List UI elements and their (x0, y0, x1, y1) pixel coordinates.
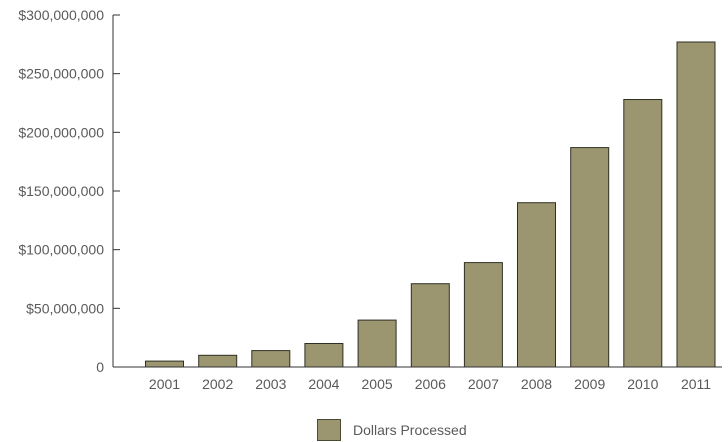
bar-2008 (517, 202, 556, 368)
y-tick-label-4: $200,000,000 (18, 124, 104, 140)
x-tick-label-2005: 2005 (362, 376, 393, 392)
x-tick-label-2006: 2006 (415, 376, 446, 392)
y-tick-label-0: 0 (96, 359, 104, 375)
bar-2001 (145, 360, 184, 368)
bar-2003 (251, 350, 291, 368)
x-tick-label-2001: 2001 (149, 376, 180, 392)
x-tick-label-2008: 2008 (521, 376, 552, 392)
bar-2006 (410, 283, 450, 368)
legend-swatch (317, 419, 341, 441)
bar-2002 (198, 354, 238, 368)
x-tick-label-2011: 2011 (681, 376, 711, 392)
bar-2004 (304, 343, 344, 368)
bar-2009 (570, 147, 610, 368)
bar-2010 (623, 99, 663, 368)
y-tick-label-2: $100,000,000 (18, 242, 104, 258)
legend-label: Dollars Processed (353, 422, 467, 438)
x-tick-label-2009: 2009 (574, 376, 605, 392)
y-tick-label-3: $150,000,000 (18, 183, 104, 199)
y-tick-label-1: $50,000,000 (26, 300, 104, 316)
x-tick-label-2003: 2003 (255, 376, 286, 392)
y-tick-label-5: $250,000,000 (18, 66, 104, 82)
x-tick-label-2007: 2007 (468, 376, 499, 392)
bar-2005 (357, 319, 397, 368)
x-tick-label-2010: 2010 (627, 376, 658, 392)
x-tick-label-2004: 2004 (308, 376, 339, 392)
bar-2011 (676, 41, 716, 368)
legend: Dollars Processed (317, 418, 467, 442)
bar-2007 (463, 262, 503, 368)
y-tick-label-6: $300,000,000 (18, 7, 104, 23)
x-tick-label-2002: 2002 (202, 376, 233, 392)
